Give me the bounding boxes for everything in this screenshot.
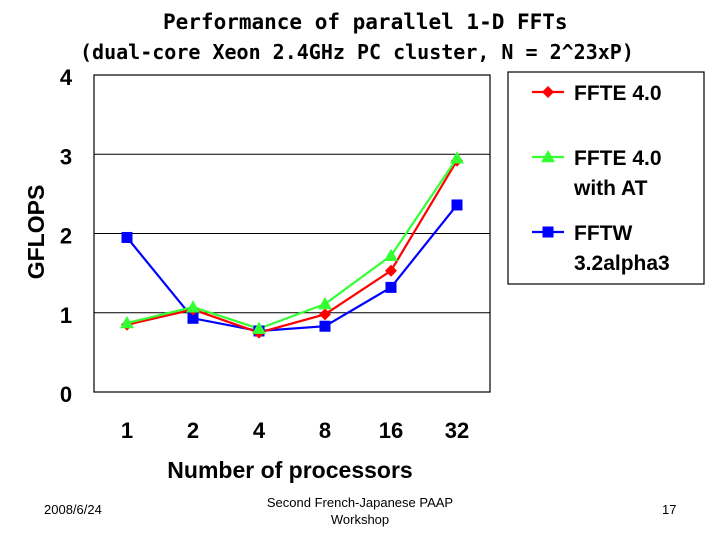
x-tick-label: 32: [445, 418, 469, 443]
page-number: 17: [662, 502, 677, 517]
data-point: [318, 297, 332, 310]
y-tick-label: 0: [60, 382, 72, 407]
data-point: [120, 316, 134, 329]
x-tick-label: 1: [121, 418, 133, 443]
data-point: [121, 231, 133, 243]
x-axis-title: Number of processors: [167, 457, 412, 483]
y-tick-label: 3: [60, 144, 72, 169]
data-point: [187, 312, 199, 324]
x-tick-label: 4: [253, 418, 266, 443]
series-line: [126, 160, 458, 334]
data-point: [451, 199, 463, 211]
legend-label: FFTE 4.0: [574, 82, 662, 105]
series-line: [126, 157, 458, 330]
series-line: [126, 204, 458, 333]
legend-marker: [542, 86, 554, 98]
y-tick-label: 1: [60, 303, 72, 328]
x-tick-label: 2: [187, 418, 199, 443]
chart-subtitle: (dual-core Xeon 2.4GHz PC cluster, N = 2…: [80, 40, 634, 64]
data-point: [385, 281, 397, 293]
data-point: [252, 321, 266, 334]
x-tick-label: 8: [319, 418, 331, 443]
data-point: [319, 308, 331, 321]
data-point: [319, 320, 331, 332]
y-tick-label: 2: [60, 224, 72, 249]
data-point: [385, 264, 397, 277]
legend-label: FFTE 4.0: [574, 147, 662, 170]
legend-label: FFTW: [574, 222, 632, 245]
legend-marker: [541, 150, 555, 163]
footer-event-line-1: Second French-Japanese PAAP: [266, 495, 454, 510]
legend-label: 3.2alpha3: [574, 252, 670, 275]
legend-marker: [542, 226, 554, 238]
footer-event-line-2: Workshop: [330, 512, 390, 527]
legend: [507, 71, 705, 285]
x-tick-label: 16: [379, 418, 403, 443]
footer-event: Second French-Japanese PAAP Workshop: [240, 494, 480, 528]
chart-title: Performance of parallel 1-D FFTs: [163, 10, 568, 34]
data-point: [186, 300, 200, 313]
footer-date: 2008/6/24: [44, 502, 102, 517]
data-point: [384, 248, 398, 261]
y-tick-label: 4: [60, 65, 73, 90]
y-axis-title: GFLOPS: [23, 185, 49, 280]
data-point: [450, 151, 464, 164]
legend-label: with AT: [573, 177, 648, 200]
